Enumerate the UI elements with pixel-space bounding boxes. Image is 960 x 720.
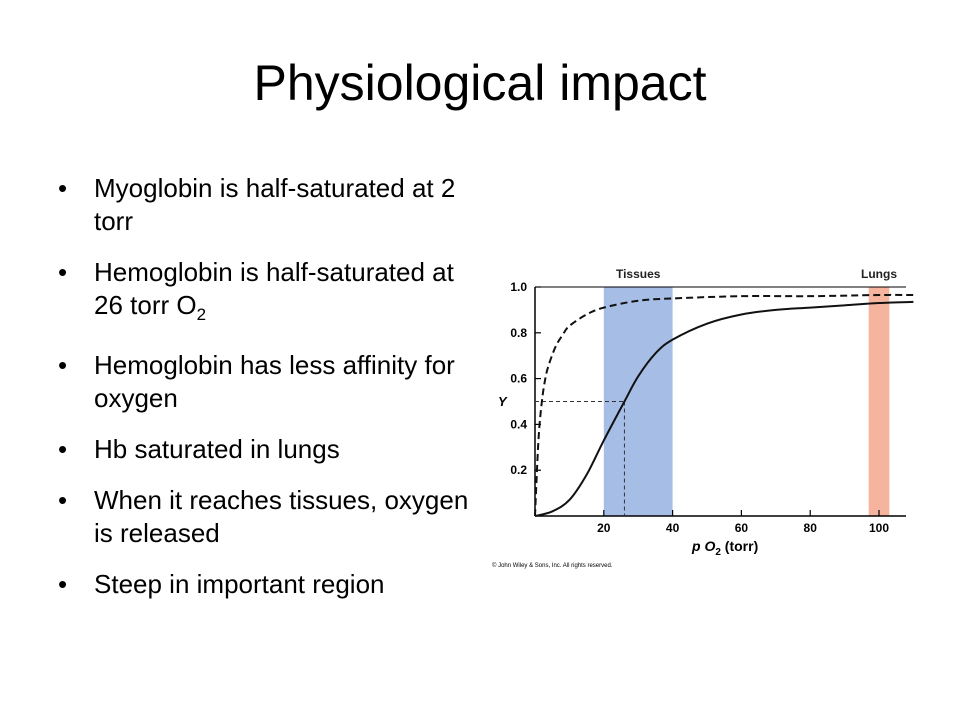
bullet-dot-icon: •: [58, 485, 68, 516]
bullet-subscript: 2: [196, 305, 207, 325]
bullet-item: • Myoglobin is half-saturated at 2 torr: [58, 172, 478, 238]
bullet-dot-icon: •: [58, 257, 68, 287]
band-label: Lungs: [861, 267, 897, 281]
bullet-text: When it reaches tissues, oxygen is relea…: [94, 485, 469, 549]
chart-svg: Tissues Lungs 0.2 0.4 0.6 0.8 1.0 20 40 60 80 100 Yp…: [492, 267, 914, 569]
y-tick-label: 1.0: [510, 280, 527, 294]
series-line-dashed: [534, 293, 914, 517]
bullet-text: Steep in important region: [94, 569, 385, 600]
x-tick-label: 80: [804, 521, 818, 535]
x-tick-label: 20: [597, 521, 611, 535]
bullet-text: Hemoglobin is half-saturated at 26 torr …: [94, 257, 454, 320]
y-tick-label: 0.6: [510, 372, 527, 386]
bullet-item: • Steep in important region: [58, 568, 478, 601]
bullet-text: Myoglobin is half-saturated at 2 torr: [94, 173, 456, 236]
y-tick-label: 0.2: [510, 463, 527, 477]
bullet-text: Hb saturated in lungs: [94, 434, 340, 465]
bullet-text: Hemoglobin has less affinity for oxygen: [94, 350, 455, 414]
x-tick-label: 60: [735, 521, 749, 535]
bullet-item: • Hb saturated in lungs: [58, 433, 478, 466]
copyright-text: © John Wiley & Sons, Inc. All rights res…: [492, 562, 613, 569]
bullet-dot-icon: •: [58, 569, 68, 600]
y-axis-label: Y: [498, 394, 508, 409]
band-rect: [868, 287, 890, 516]
bullet-dot-icon: •: [58, 434, 68, 465]
x-tick-label: 100: [869, 521, 889, 535]
y-tick-label: 0.4: [510, 417, 527, 431]
slide-title: Physiological impact: [253, 55, 707, 111]
y-tick-label: 0.8: [510, 326, 527, 340]
bullet-dot-icon: •: [58, 350, 68, 381]
series-line-solid: [534, 300, 914, 517]
x-tick-label: 40: [666, 521, 680, 535]
x-axis-label: p O2 (torr): [691, 538, 758, 558]
bullet-item: • Hemoglobin has less affinity for oxygen: [58, 349, 478, 415]
bullet-item: • Hemoglobin is half-saturated at 26 torr…: [58, 256, 478, 331]
band-label: Tissues: [616, 267, 661, 281]
bullet-list: • Myoglobin is half-saturated at 2 torr •…: [58, 172, 478, 619]
bullet-item: • When it reaches tissues, oxygen is rele…: [58, 484, 478, 550]
bullet-dot-icon: •: [58, 173, 68, 203]
